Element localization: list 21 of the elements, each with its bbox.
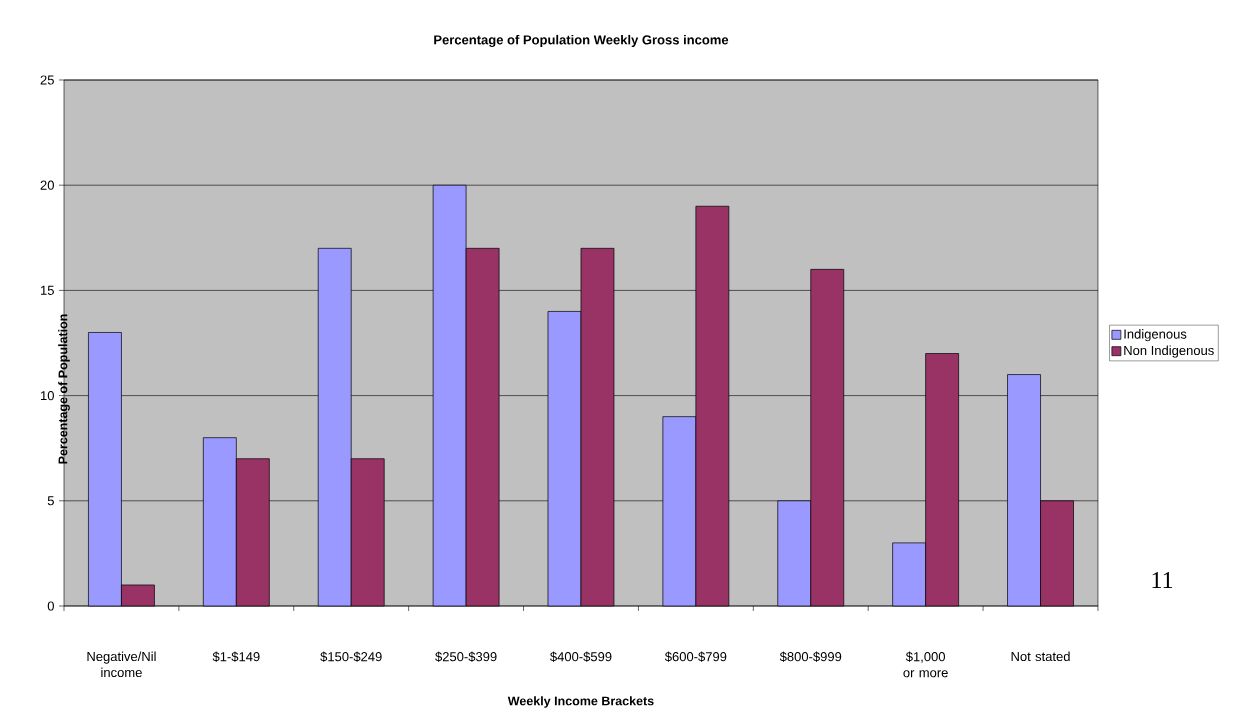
x-tick-label: $250-$399 xyxy=(435,651,497,663)
legend-label: Non Indigenous xyxy=(1124,345,1214,358)
x-tick-label: Not stated xyxy=(1011,651,1070,662)
x-axis-title: Weekly Income Brackets xyxy=(507,696,654,708)
x-tick-label: $600-$799 xyxy=(664,651,727,663)
text: 11 xyxy=(1152,572,1173,588)
y-tick-label: 0 xyxy=(47,601,54,611)
y-tick-label: 25 xyxy=(40,75,54,85)
x-tick-label: Negative/Nil income xyxy=(87,651,156,678)
y-tick-label: 10 xyxy=(41,390,54,401)
x-tick-label: $800-$999 xyxy=(779,651,842,663)
legend-label: Indigenous xyxy=(1124,329,1187,342)
x-tick-label: $1,000 or more xyxy=(903,651,948,678)
y-tick-label: 5 xyxy=(47,496,54,506)
y-tick-label: 15 xyxy=(41,285,54,295)
x-tick-label: $400-$599 xyxy=(550,651,612,663)
x-tick-label: $1-$149 xyxy=(212,651,260,663)
chart-title: Percentage of Population Weekly Gross income xyxy=(434,34,729,48)
y-axis-title: Percentage of Population xyxy=(58,314,70,464)
y-tick-label: 20 xyxy=(40,180,54,190)
x-tick-label: $150-$249 xyxy=(320,651,382,663)
